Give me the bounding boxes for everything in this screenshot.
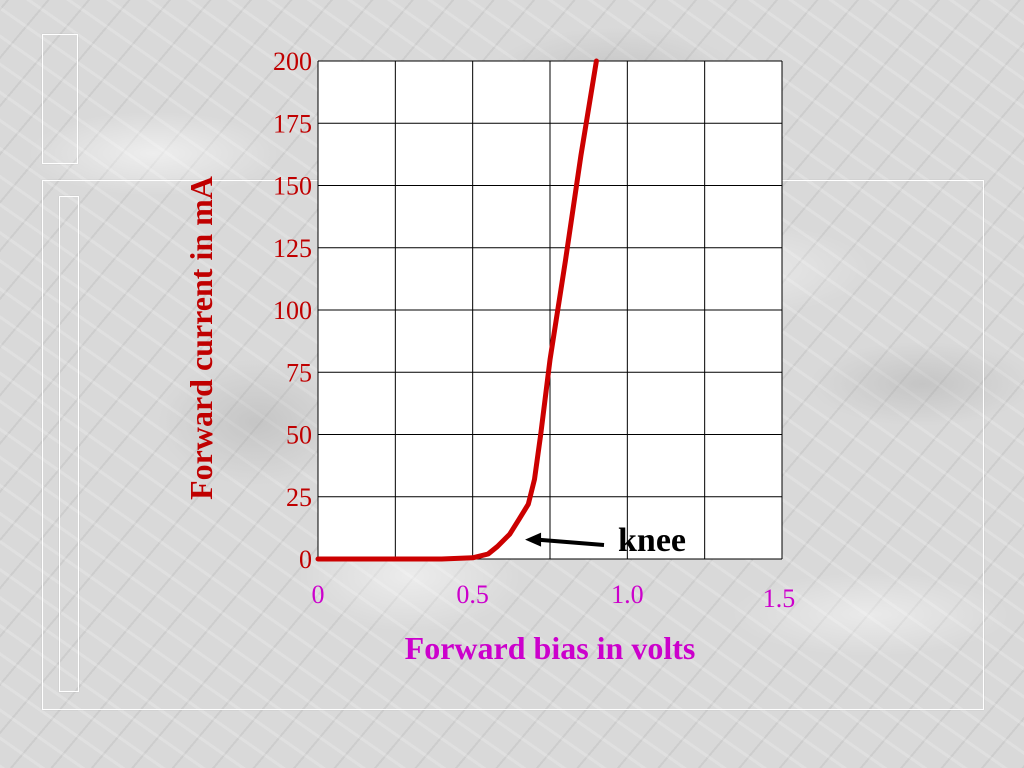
x-tick-label: 1.5	[763, 584, 796, 613]
y-axis-title: Forward current in mA	[183, 176, 219, 500]
knee-label: knee	[618, 522, 686, 559]
y-tick-label: 25	[286, 483, 312, 512]
x-axis-tick-labels: 0 0.5 1.0 1.5	[312, 580, 796, 613]
y-axis-tick-labels: 0 25 50 75 100 125 150 175 200	[273, 47, 312, 574]
x-tick-label: 0	[312, 580, 325, 609]
y-tick-label: 50	[286, 421, 312, 450]
x-axis-title: Forward bias in volts	[405, 630, 696, 666]
decorative-frame-left-bar	[59, 196, 79, 692]
x-tick-label: 1.0	[611, 580, 644, 609]
y-tick-label: 100	[273, 296, 312, 325]
x-tick-label: 0.5	[456, 580, 489, 609]
y-tick-label: 200	[273, 47, 312, 76]
decorative-frame-top-tab	[42, 34, 78, 164]
knee-arrow	[536, 537, 605, 547]
y-tick-label: 150	[273, 172, 312, 201]
y-tick-label: 0	[299, 545, 312, 574]
knee-arrow-head	[525, 532, 542, 547]
annotation-knee: knee	[525, 522, 686, 559]
y-tick-label: 125	[273, 234, 312, 263]
y-tick-label: 75	[286, 358, 312, 387]
series-line-forward-current	[315, 58, 599, 562]
y-tick-label: 175	[273, 109, 312, 138]
